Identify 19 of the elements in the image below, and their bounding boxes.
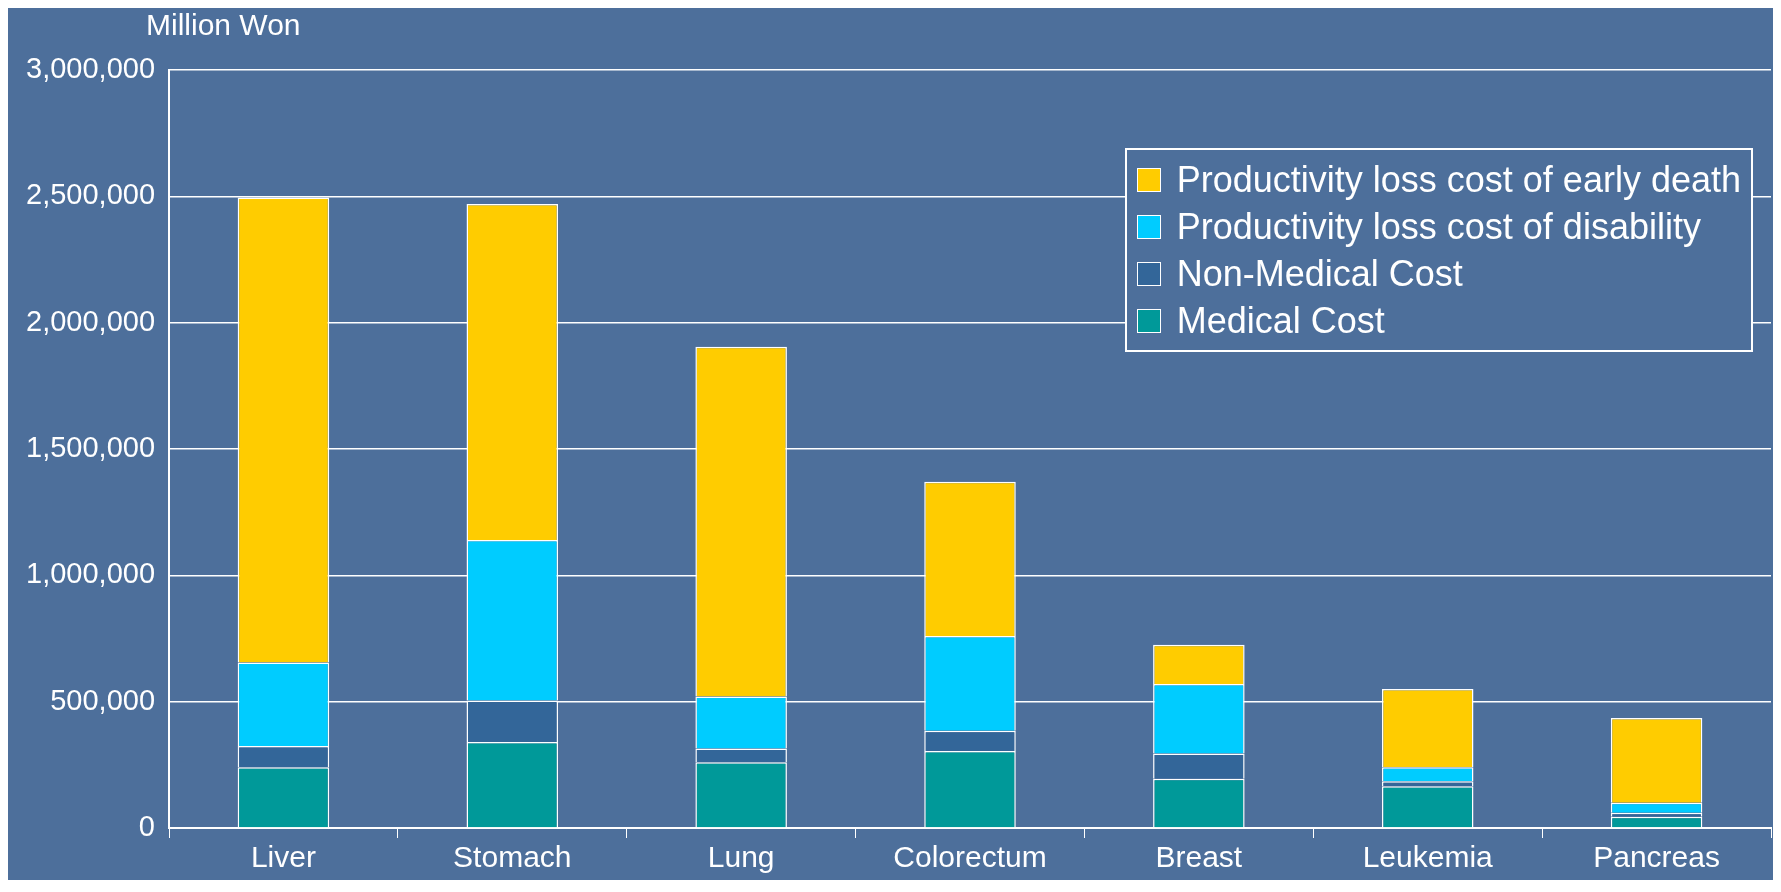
y-tick-label: 3,000,000 xyxy=(26,52,156,84)
legend-label: Medical Cost xyxy=(1176,299,1385,343)
x-tick-label: Pancreas xyxy=(1593,840,1720,874)
x-tick-label: Colorectum xyxy=(893,840,1047,874)
legend-label: Productivity loss cost of early death xyxy=(1176,158,1741,202)
y-axis-title: Million Won xyxy=(146,8,301,42)
y-tick-label: 1,500,000 xyxy=(26,431,156,463)
y-tick-label: 1,000,000 xyxy=(26,557,156,590)
x-tick-label: Leukemia xyxy=(1362,840,1494,874)
x-tick-label: Stomach xyxy=(453,840,572,874)
x-tick-label: Lung xyxy=(707,840,775,874)
x-tick-label: Breast xyxy=(1155,840,1243,874)
legend-label: Productivity loss cost of disability xyxy=(1176,205,1701,249)
x-tick-label: Liver xyxy=(250,840,316,874)
y-tick-label: 2,500,000 xyxy=(26,178,156,211)
y-tick-label: 2,000,000 xyxy=(26,304,156,337)
y-tick-label: 500,000 xyxy=(50,683,156,716)
legend-label: Non-Medical Cost xyxy=(1176,252,1463,296)
y-tick-label: 0 xyxy=(138,810,156,842)
